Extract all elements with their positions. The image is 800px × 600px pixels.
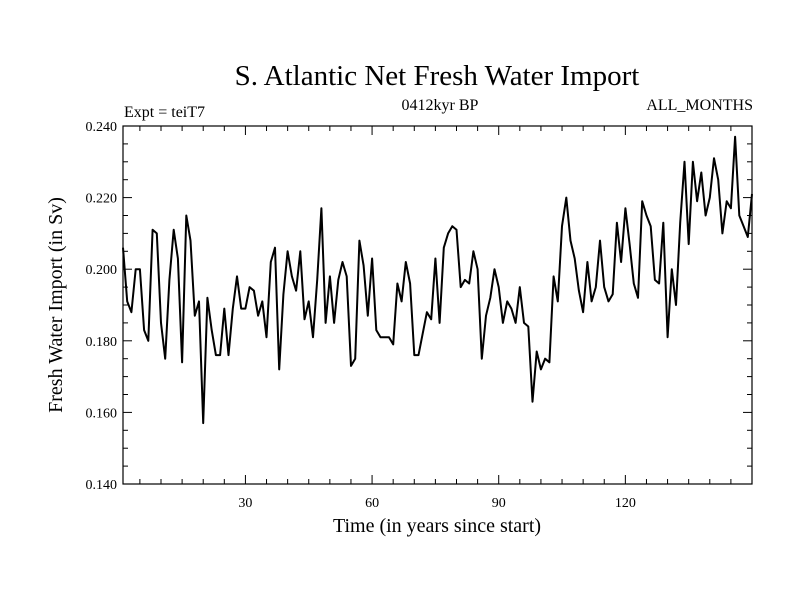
y-axis-label: Fresh Water Import (in Sv) (45, 197, 67, 413)
time-period-label: 0412kyr BP (402, 97, 479, 114)
x-tick-label: 120 (615, 496, 636, 511)
y-tick-labels: 0.140 0.160 0.180 0.200 0.220 0.240 (86, 120, 118, 493)
x-tick-labels: 30 60 90 120 (238, 496, 635, 511)
x-tick-label: 30 (238, 496, 252, 511)
y-tick-label: 0.140 (86, 478, 118, 493)
fresh-water-import-line (122, 135, 753, 425)
axis-ticks (123, 125, 752, 485)
y-tick-label: 0.240 (86, 120, 118, 135)
chart-title: S. Atlantic Net Fresh Water Import (235, 60, 640, 92)
x-tick-label: 90 (492, 496, 506, 511)
experiment-label: Expt = teiT7 (124, 104, 205, 121)
y-tick-label: 0.200 (86, 263, 118, 278)
x-tick-label: 60 (365, 496, 379, 511)
months-label: ALL_MONTHS (646, 97, 753, 114)
x-axis-label: Time (in years since start) (333, 515, 541, 537)
y-tick-label: 0.160 (86, 406, 118, 421)
y-tick-label: 0.220 (86, 192, 118, 207)
y-tick-label: 0.180 (86, 335, 118, 350)
